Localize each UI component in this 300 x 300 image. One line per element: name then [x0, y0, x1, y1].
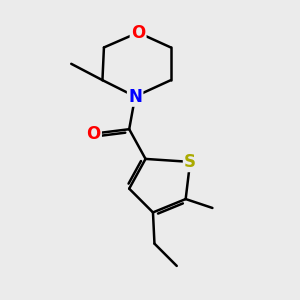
Text: O: O: [86, 125, 101, 143]
Text: S: S: [184, 153, 196, 171]
Text: O: O: [131, 24, 145, 42]
Text: N: N: [128, 88, 142, 106]
